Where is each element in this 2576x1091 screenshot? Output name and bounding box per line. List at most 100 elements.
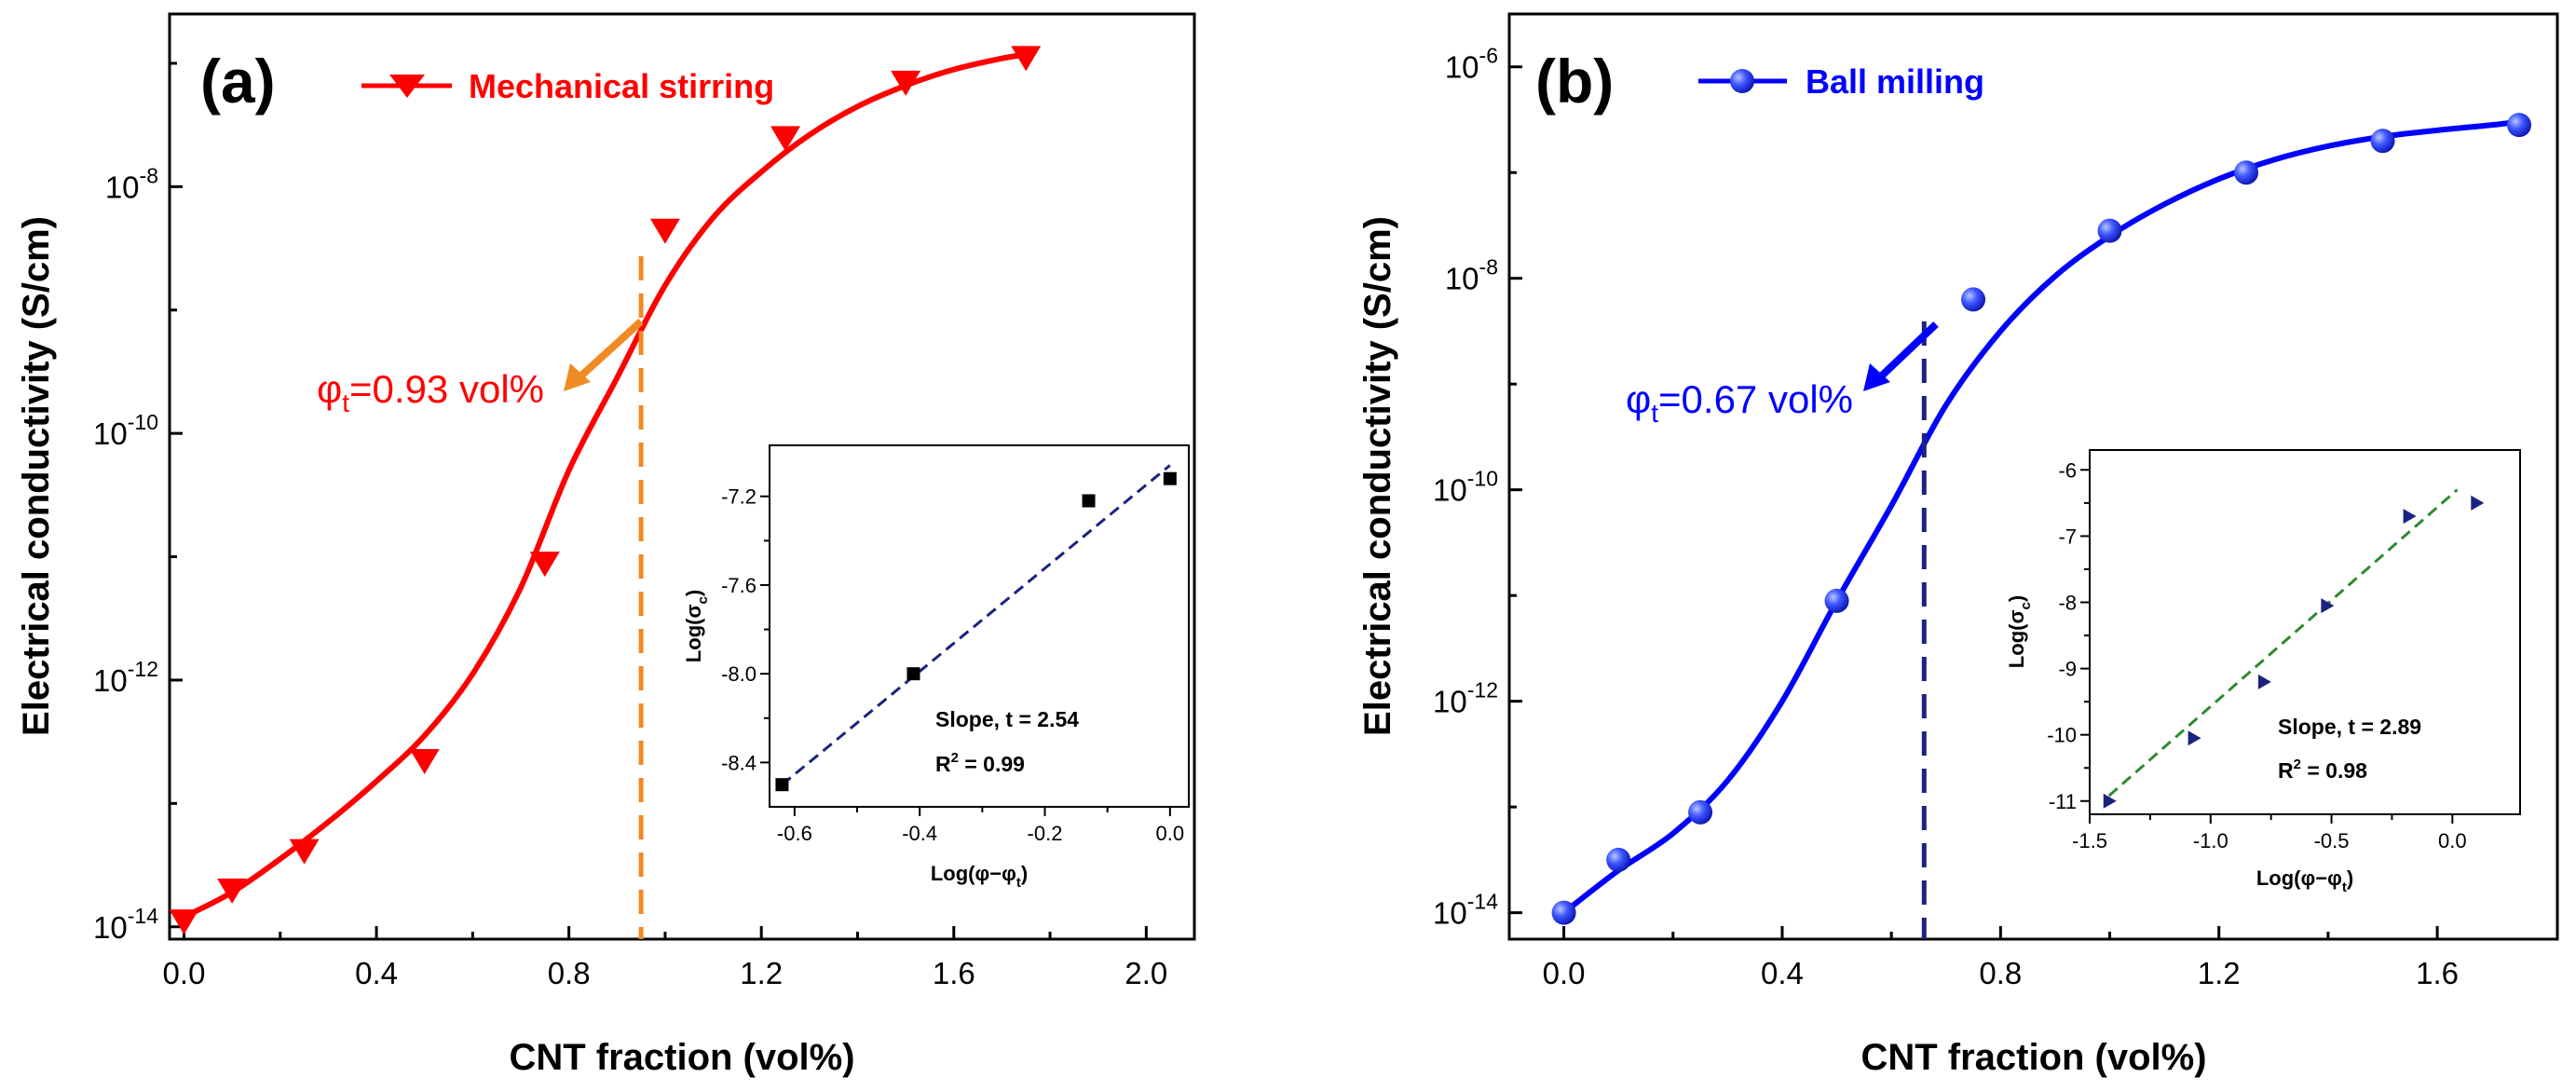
panel-b-data-points: [1551, 113, 2531, 925]
panel-b-x-tick-label: 0.0: [1543, 956, 1586, 990]
panel-a-y-axis-label: Electrical conductivity (S/cm): [16, 216, 57, 736]
panel-a-inset-x-tick-label: -0.4: [902, 822, 937, 845]
panel-a-fit-line: [181, 51, 1029, 921]
panel-a-inset-point: [1082, 494, 1096, 508]
panel-b-inset-point: [2188, 730, 2201, 746]
panel-a-inset-xlabel-sub: t: [1016, 875, 1021, 891]
panel-a: (a) Mechanical stirring 0.0 0.4 0.8 1.2 1.6 2…: [16, 12, 1196, 1078]
panel-a-legend-label: Mechanical stirring: [469, 67, 774, 105]
panel-a-inset-y-tick-label: -8.4: [721, 751, 756, 774]
panel-a-r2-suffix: = 0.99: [959, 752, 1025, 776]
panel-b-inset-y-tick-label: -8: [2058, 592, 2077, 615]
panel-a-legend-marker: [389, 75, 425, 98]
panel-b-inset-point: [2403, 509, 2417, 525]
panel-a-inset-r2: R2 = 0.99: [935, 750, 1025, 776]
panel-b-data-point: [1551, 900, 1576, 925]
panel-b-inset-ylabel-sub: c: [2018, 602, 2034, 609]
panel-a-inset-points: [775, 471, 1177, 792]
panel-b-arrow: [1863, 321, 1939, 391]
panel-b-inset-ylabel-main: Log(σ: [2005, 609, 2028, 668]
panel-b-phi-sub: t: [1651, 399, 1658, 428]
panel-a-data-point: [891, 70, 921, 96]
panel-a-inset-y-tick-label: -8.0: [721, 662, 756, 686]
panel-a-y-ticks: 10-14 10-12 10-10 10-8: [93, 61, 183, 945]
panel-b-x-tick-label: 0.4: [1761, 956, 1804, 990]
panel-b-inset-fit: [2107, 488, 2459, 798]
panel-a-x-tick-label: 0.0: [163, 956, 206, 990]
panel-b-y-tick-label: 10-10: [1433, 467, 1498, 508]
panel-a-inset: -0.6 -0.4 -0.2 0.0 -8.4 -8.0 -7.6 -7.2 Slope, t…: [682, 444, 1190, 891]
panel-b-inset-xlabel-end: ): [2347, 866, 2353, 890]
panel-b-phi-symbol: φ: [1626, 377, 1651, 421]
panel-b-y-axis-label: Electrical conductivity (S/cm): [1357, 216, 1398, 736]
panel-b-inset-y-tick-label: -7: [2058, 525, 2077, 548]
panel-b-threshold-label: φt=0.67 vol%: [1626, 377, 1853, 428]
panel-a-inset-x-tick-label: -0.2: [1028, 822, 1063, 845]
panel-a-inset-fit: [781, 464, 1171, 786]
panel-b-y-ticks: 10-14 10-12 10-10 10-8 10-6: [1433, 44, 1522, 931]
panel-b-legend-marker: [1730, 69, 1754, 93]
panel-b-r2-suffix: = 0.98: [2301, 758, 2367, 783]
panel-b-inset-y-tick-label: -11: [2049, 790, 2077, 813]
panel-b-r2-prefix: R: [2278, 758, 2294, 783]
panel-a-inset-point: [906, 667, 920, 681]
panel-a-x-axis-label: CNT fraction (vol%): [509, 1037, 854, 1078]
panel-b-inset-xlabel-main: Log(φ−φ: [2256, 866, 2342, 890]
panel-b-y-tick-label: 10-8: [1445, 255, 1498, 296]
panel-b-x-tick-label: 0.8: [1979, 956, 2022, 990]
panel-b-data-point: [1824, 588, 1849, 613]
panel-a-inset-ylabel-end: ): [682, 590, 705, 596]
panel-a-frame: [168, 12, 1196, 941]
panel-b-r2-sup: 2: [2294, 757, 2301, 772]
panel-a-inset-x-tick-label: -0.6: [777, 822, 812, 845]
panel-a-data-point: [169, 909, 199, 935]
panel-b-inset-ylabel-end: ): [2005, 595, 2028, 602]
panel-a-inset-y-tick-label: -7.6: [721, 574, 756, 597]
panel-b-inset-y-label: Log(σc): [2005, 595, 2034, 668]
panel-b-inset-points: [2103, 495, 2485, 809]
panel-b-inset-y-tick-label: -9: [2058, 658, 2077, 681]
panel-a-data-point: [409, 749, 440, 775]
panel-b-x-axis-label: CNT fraction (vol%): [1860, 1037, 2206, 1078]
panel-a-x-tick-label: 2.0: [1124, 956, 1167, 990]
panel-b-data-point: [1606, 847, 1631, 872]
panel-a-inset-x-tick-label: 0.0: [1156, 822, 1185, 845]
panel-a-inset-fit-line: [781, 464, 1171, 786]
panel-b-inset-ticks: -1.5 -1.0 -0.5 0.0 -11 -10 -9 -8 -7 -6: [2047, 458, 2466, 852]
panel-b-inset: -1.5 -1.0 -0.5 0.0 -11 -10 -9 -8 -7 -6 Slope, t =…: [2005, 449, 2521, 895]
panel-b-inset-x-tick-label: -0.5: [2314, 829, 2350, 852]
panel-a-data-point: [1011, 46, 1042, 72]
panel-a-y-tick-label: 10-8: [105, 163, 158, 204]
panel-a-inset-ticks: -0.6 -0.4 -0.2 0.0 -8.4 -8.0 -7.6 -7.2: [721, 485, 1184, 845]
panel-a-inset-frame: [769, 444, 1190, 808]
panel-a-data-point: [217, 879, 248, 905]
panel-b-legend-label: Ball milling: [1806, 62, 1984, 101]
panel-b-y-tick-label: 10-14: [1433, 890, 1498, 931]
panel-b-inset-r2: R2 = 0.98: [2278, 757, 2367, 783]
panel-a-inset-y-tick-label: -7.2: [721, 485, 756, 509]
panel-b-threshold-value: =0.67 vol%: [1658, 377, 1853, 421]
panel-a-inset-xlabel-end: ): [1021, 862, 1028, 885]
panel-a-legend: Mechanical stirring: [361, 67, 774, 105]
panel-a-label: (a): [200, 47, 276, 116]
panel-a-phi-sub: t: [342, 389, 349, 417]
panel-a-arrow: [564, 319, 644, 391]
panel-a-x-tick-label: 0.4: [355, 956, 398, 990]
panel-b-legend: Ball milling: [1698, 62, 1984, 101]
panel-a-inset-point: [775, 778, 789, 792]
panel-b-inset-y-tick-label: -6: [2058, 458, 2077, 482]
panel-b-x-tick-label: 1.6: [2416, 956, 2459, 990]
panel-b-y-tick-label: 10-6: [1445, 44, 1498, 85]
panel-b-frame: [1507, 12, 2559, 941]
panel-b-inset-x-label: Log(φ−φt): [2256, 866, 2353, 895]
panel-a-threshold-label: φt=0.93 vol%: [317, 367, 544, 417]
panel-b-inset-x-tick-label: -1.0: [2193, 829, 2228, 852]
panel-a-x-ticks: 0.0 0.4 0.8 1.2 1.6 2.0: [163, 926, 1167, 990]
panel-a-data-point: [649, 218, 680, 244]
panel-a-y-tick-label: 10-12: [93, 657, 158, 698]
panel-a-phi-symbol: φ: [317, 367, 342, 411]
panel-b: (b) Ball milling 0.0 0.4 0.8 1.2 1.6 10-1410…: [1357, 12, 2559, 1078]
panel-a-inset-ylabel-sub: c: [695, 596, 711, 604]
panel-b-inset-frame: [2089, 449, 2521, 815]
